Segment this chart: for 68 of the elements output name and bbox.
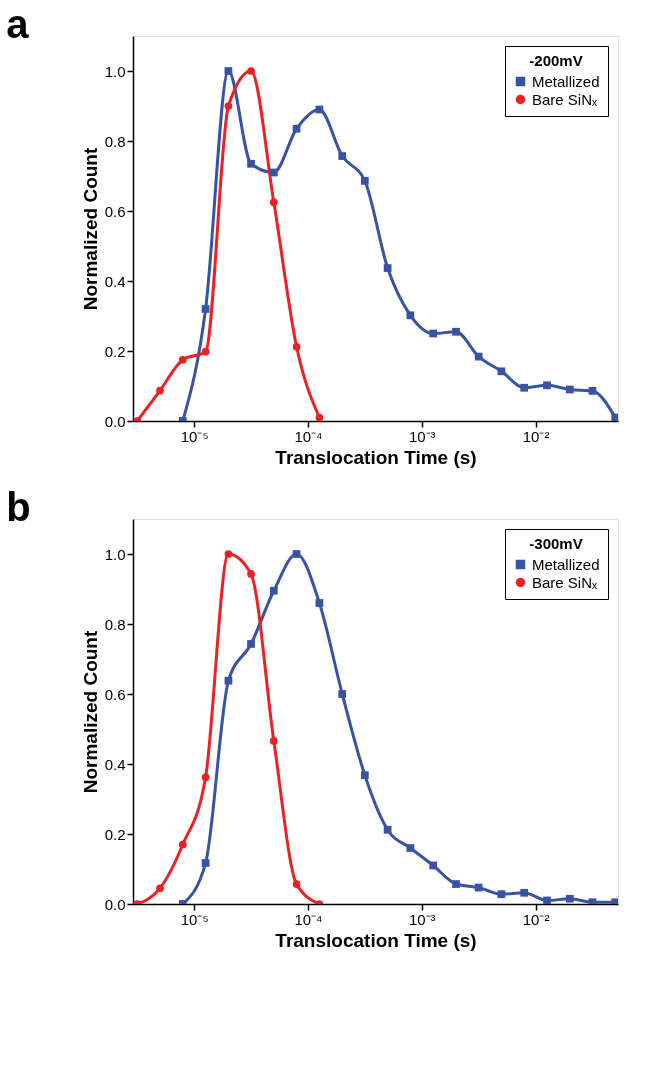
legend-label: Bare SiNₓ bbox=[532, 573, 598, 591]
point bbox=[520, 383, 529, 392]
point bbox=[247, 640, 255, 648]
point bbox=[406, 311, 415, 320]
x-tick-label: 10⁻⁵ bbox=[180, 427, 209, 445]
point bbox=[611, 898, 618, 904]
x-axis-title: Translocation Time (s) bbox=[275, 929, 477, 951]
point bbox=[565, 894, 574, 903]
point bbox=[292, 124, 301, 133]
point bbox=[497, 890, 506, 899]
legend-label: Bare SiNₓ bbox=[532, 90, 598, 108]
point bbox=[247, 159, 255, 168]
point bbox=[338, 152, 347, 160]
y-tick-label: 0.8 bbox=[104, 615, 126, 633]
point bbox=[474, 352, 483, 361]
point bbox=[360, 771, 369, 780]
x-tick-label: 10⁻² bbox=[522, 910, 550, 928]
y-axis-title: Normalized Count bbox=[79, 147, 101, 311]
legend-title: -200mV bbox=[529, 52, 583, 69]
point bbox=[565, 385, 574, 394]
y-tick-label: 0.2 bbox=[104, 342, 126, 360]
point bbox=[383, 264, 392, 272]
y-tick-label: 0.0 bbox=[104, 412, 126, 430]
legend-title: -300mV bbox=[529, 535, 583, 552]
x-tick-label: 10⁻⁴ bbox=[294, 910, 323, 928]
chart-title: b bbox=[6, 485, 31, 529]
point bbox=[429, 329, 438, 338]
point bbox=[520, 888, 529, 897]
point bbox=[201, 859, 210, 867]
x-tick-label: 10⁻⁴ bbox=[294, 427, 323, 445]
chart-title: a bbox=[6, 2, 30, 46]
x-axis-title: Translocation Time (s) bbox=[275, 446, 477, 468]
point bbox=[360, 177, 369, 185]
point bbox=[383, 825, 392, 834]
point bbox=[497, 367, 506, 376]
y-tick-label: 0.6 bbox=[104, 685, 126, 703]
point bbox=[543, 381, 551, 390]
y-tick-label: 0.6 bbox=[104, 202, 126, 220]
x-tick-label: 10⁻⁵ bbox=[180, 910, 209, 928]
y-tick-label: 0.8 bbox=[104, 132, 126, 150]
legend-label: Metallized bbox=[532, 72, 600, 90]
x-tick-label: 10⁻³ bbox=[408, 910, 436, 928]
point bbox=[224, 67, 233, 75]
point bbox=[269, 168, 278, 177]
point bbox=[315, 599, 324, 607]
point bbox=[611, 413, 618, 421]
point bbox=[429, 861, 438, 870]
point bbox=[406, 844, 415, 852]
y-tick-label: 1.0 bbox=[104, 545, 126, 563]
point bbox=[201, 305, 210, 313]
y-tick-label: 0.2 bbox=[104, 825, 126, 843]
y-axis-title: Normalized Count bbox=[79, 630, 101, 794]
point bbox=[338, 690, 347, 698]
point bbox=[474, 883, 483, 892]
point bbox=[269, 586, 278, 595]
y-tick-label: 0.0 bbox=[104, 895, 126, 913]
point bbox=[452, 880, 460, 888]
y-tick-label: 1.0 bbox=[104, 62, 126, 80]
legend-label: Metallized bbox=[532, 555, 600, 573]
point bbox=[292, 550, 301, 558]
point bbox=[588, 387, 597, 395]
point bbox=[452, 327, 460, 336]
point bbox=[543, 896, 551, 904]
point bbox=[224, 676, 233, 685]
y-tick-label: 0.4 bbox=[104, 272, 126, 290]
x-tick-label: 10⁻³ bbox=[408, 427, 436, 445]
x-tick-label: 10⁻² bbox=[522, 427, 550, 445]
y-tick-label: 0.4 bbox=[104, 755, 126, 773]
